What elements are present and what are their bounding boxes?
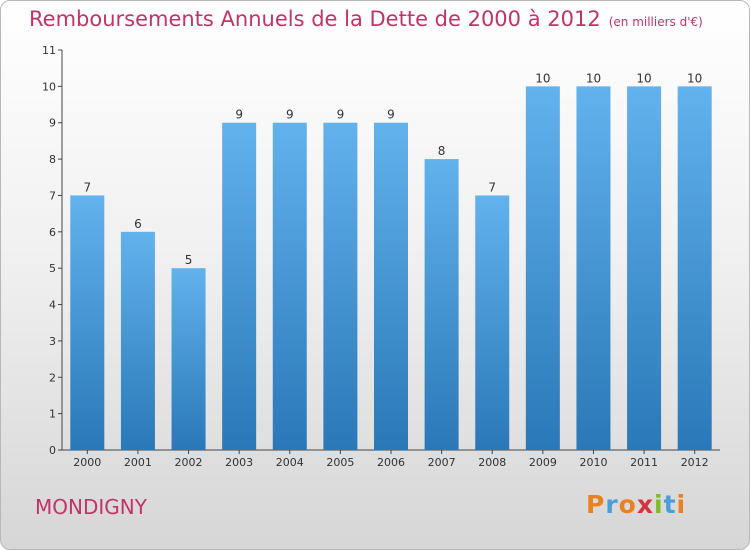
town-name: MONDIGNY [35,495,147,519]
y-tick-label: 2 [49,371,56,384]
bar [70,195,105,450]
logo-letter: x [636,490,654,519]
y-tick-label: 7 [49,189,56,202]
y-tick-label: 5 [49,262,56,275]
data-label: 9 [337,108,345,122]
bar [424,159,459,450]
proxiti-logo: Proxiti [586,490,686,519]
bar [171,268,206,450]
logo-letter: i [676,490,687,519]
x-tick-label: 2000 [73,456,101,469]
y-tick-label: 6 [49,226,56,239]
data-label: 10 [586,71,601,85]
x-tick-label: 2001 [124,456,152,469]
x-tick-label: 2011 [630,456,658,469]
x-tick-label: 2002 [175,456,203,469]
x-tick-label: 2007 [428,456,456,469]
chart-subtitle: (en milliers d'€) [608,15,703,29]
y-tick-label: 8 [49,153,56,166]
data-label: 8 [438,144,446,158]
bar-series [70,86,712,451]
y-tick-label: 1 [49,408,56,421]
logo-letter: i [654,490,664,519]
x-tick-label: 2004 [276,456,304,469]
y-tick-label: 9 [49,117,56,130]
bar [272,122,307,451]
bar [475,195,510,450]
x-tick-label: 2003 [225,456,253,469]
y-tick-label: 3 [49,335,56,348]
bar [677,86,712,450]
x-tick-label: 2006 [377,456,405,469]
chart-title: Remboursements Annuels de la Dette de 20… [29,7,703,31]
y-tick-label: 11 [42,44,56,57]
data-label: 7 [83,180,91,194]
logo-letter: t [663,490,677,519]
y-tick-label: 10 [42,80,56,93]
data-label: 9 [286,108,294,122]
bar [323,122,358,451]
x-tick-label: 2008 [478,456,506,469]
logo-letter: r [605,490,619,519]
logo-letter: o [618,490,637,519]
x-tick-label: 2012 [681,456,709,469]
data-label: 9 [235,108,243,122]
bar [627,86,662,450]
data-label: 10 [687,71,702,85]
x-tick-label: 2009 [529,456,557,469]
bar [120,231,155,450]
data-label: 5 [185,253,193,267]
data-label: 7 [488,180,496,194]
data-label: 6 [134,217,142,231]
bar [576,86,611,450]
data-label: 10 [535,71,550,85]
data-label: 10 [636,71,651,85]
bar [525,86,560,450]
y-tick-label: 4 [49,299,56,312]
chart-title-text: Remboursements Annuels de la Dette de 20… [29,7,601,31]
bar [374,122,408,451]
x-tick-label: 2005 [326,456,354,469]
data-labels: 7 6 5 9 9 9 9 8 7 10 10 10 10 [83,71,702,267]
bar [222,122,257,451]
data-label: 9 [387,108,395,122]
x-tick-label: 2010 [579,456,607,469]
logo-letter: P [586,490,606,519]
y-tick-label: 0 [49,444,56,457]
